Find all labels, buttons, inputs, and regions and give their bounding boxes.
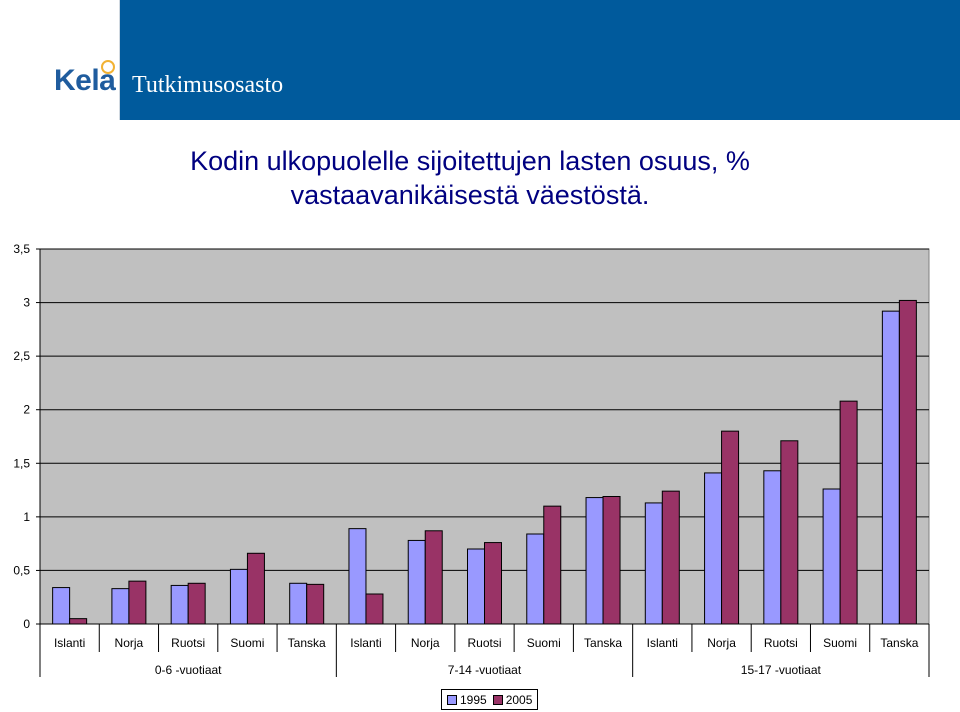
bar-2005 — [602, 496, 621, 625]
x-category-label: Tanska — [880, 636, 918, 650]
x-category-label: Islanti — [350, 636, 381, 650]
bar-1995 — [881, 310, 900, 625]
bar-2005 — [484, 542, 502, 625]
bar-2005 — [306, 583, 325, 625]
x-group-label: 15-17 -vuotiaat — [741, 663, 822, 677]
legend-label-2005: 2005 — [505, 692, 533, 707]
chart-title-line-1: Kodin ulkopuolelle sijoitettujen lasten … — [190, 146, 750, 176]
bar-1995 — [407, 539, 426, 625]
x-group-label: 7-14 -vuotiaat — [448, 663, 522, 677]
bar-2005 — [839, 400, 858, 625]
bar-1995 — [170, 584, 189, 625]
department-title: Tutkimusosasto — [132, 72, 284, 98]
bar-2005 — [543, 505, 562, 625]
x-category-label: Norja — [411, 636, 440, 650]
bar-1995 — [585, 497, 604, 625]
y-tick-label: 0 — [23, 617, 30, 631]
x-category-label: Norja — [707, 636, 736, 650]
bar-1995 — [289, 582, 308, 625]
y-tick-label: 3 — [23, 296, 30, 310]
bar-1995 — [644, 502, 663, 625]
x-category-label: Islanti — [54, 636, 85, 650]
bar-2005 — [246, 552, 265, 625]
bar-2005 — [69, 618, 88, 625]
x-category-label: Suomi — [823, 636, 857, 650]
x-category-label: Ruotsi — [764, 636, 798, 650]
bar-2005 — [898, 299, 917, 625]
bar-2005 — [780, 440, 799, 625]
bar-1995 — [348, 528, 367, 625]
registered-mark-icon — [101, 60, 115, 74]
x-category-label: Islanti — [647, 636, 678, 650]
bar-2005 — [721, 430, 740, 625]
x-category-label: Ruotsi — [467, 636, 501, 650]
legend-swatch-1995 — [447, 694, 457, 705]
x-category-label: Suomi — [527, 636, 561, 650]
y-tick-label: 1 — [23, 510, 30, 524]
x-category-label: Tanska — [288, 636, 326, 650]
bar-1995 — [526, 533, 545, 625]
bar-1995 — [822, 488, 841, 625]
bar-2005 — [661, 490, 680, 625]
bar-2005 — [365, 593, 384, 625]
x-category-label: Suomi — [230, 636, 264, 650]
logo: Kela — [0, 0, 120, 120]
header-band — [0, 0, 960, 120]
bar-1995 — [111, 588, 130, 625]
y-tick-label: 1,5 — [13, 456, 30, 470]
bar-2005 — [424, 530, 443, 625]
legend-swatch-2005 — [492, 694, 503, 705]
y-tick-label: 3,5 — [13, 242, 30, 256]
y-tick-label: 0,5 — [13, 563, 30, 577]
bar-1995 — [229, 568, 248, 625]
bar-1995 — [763, 470, 782, 625]
x-category-label: Tanska — [584, 636, 622, 650]
x-category-label: Norja — [115, 636, 144, 650]
x-group-label: 0-6 -vuotiaat — [155, 663, 222, 677]
bar-1995 — [52, 587, 71, 625]
chart-title: Kodin ulkopuolelle sijoitettujen lasten … — [120, 144, 820, 212]
bar-1995 — [704, 472, 723, 625]
legend-label-1995: 1995 — [460, 692, 487, 707]
y-tick-label: 2 — [23, 403, 30, 417]
bar-2005 — [128, 580, 147, 625]
chart-title-line-2: vastaavanikäisestä väestöstä. — [290, 180, 650, 210]
bar-1995 — [467, 548, 485, 625]
bar-2005 — [187, 582, 206, 625]
y-tick-label: 2,5 — [13, 349, 30, 363]
x-category-label: Ruotsi — [171, 636, 205, 650]
legend: 1995 2005 — [441, 689, 539, 710]
